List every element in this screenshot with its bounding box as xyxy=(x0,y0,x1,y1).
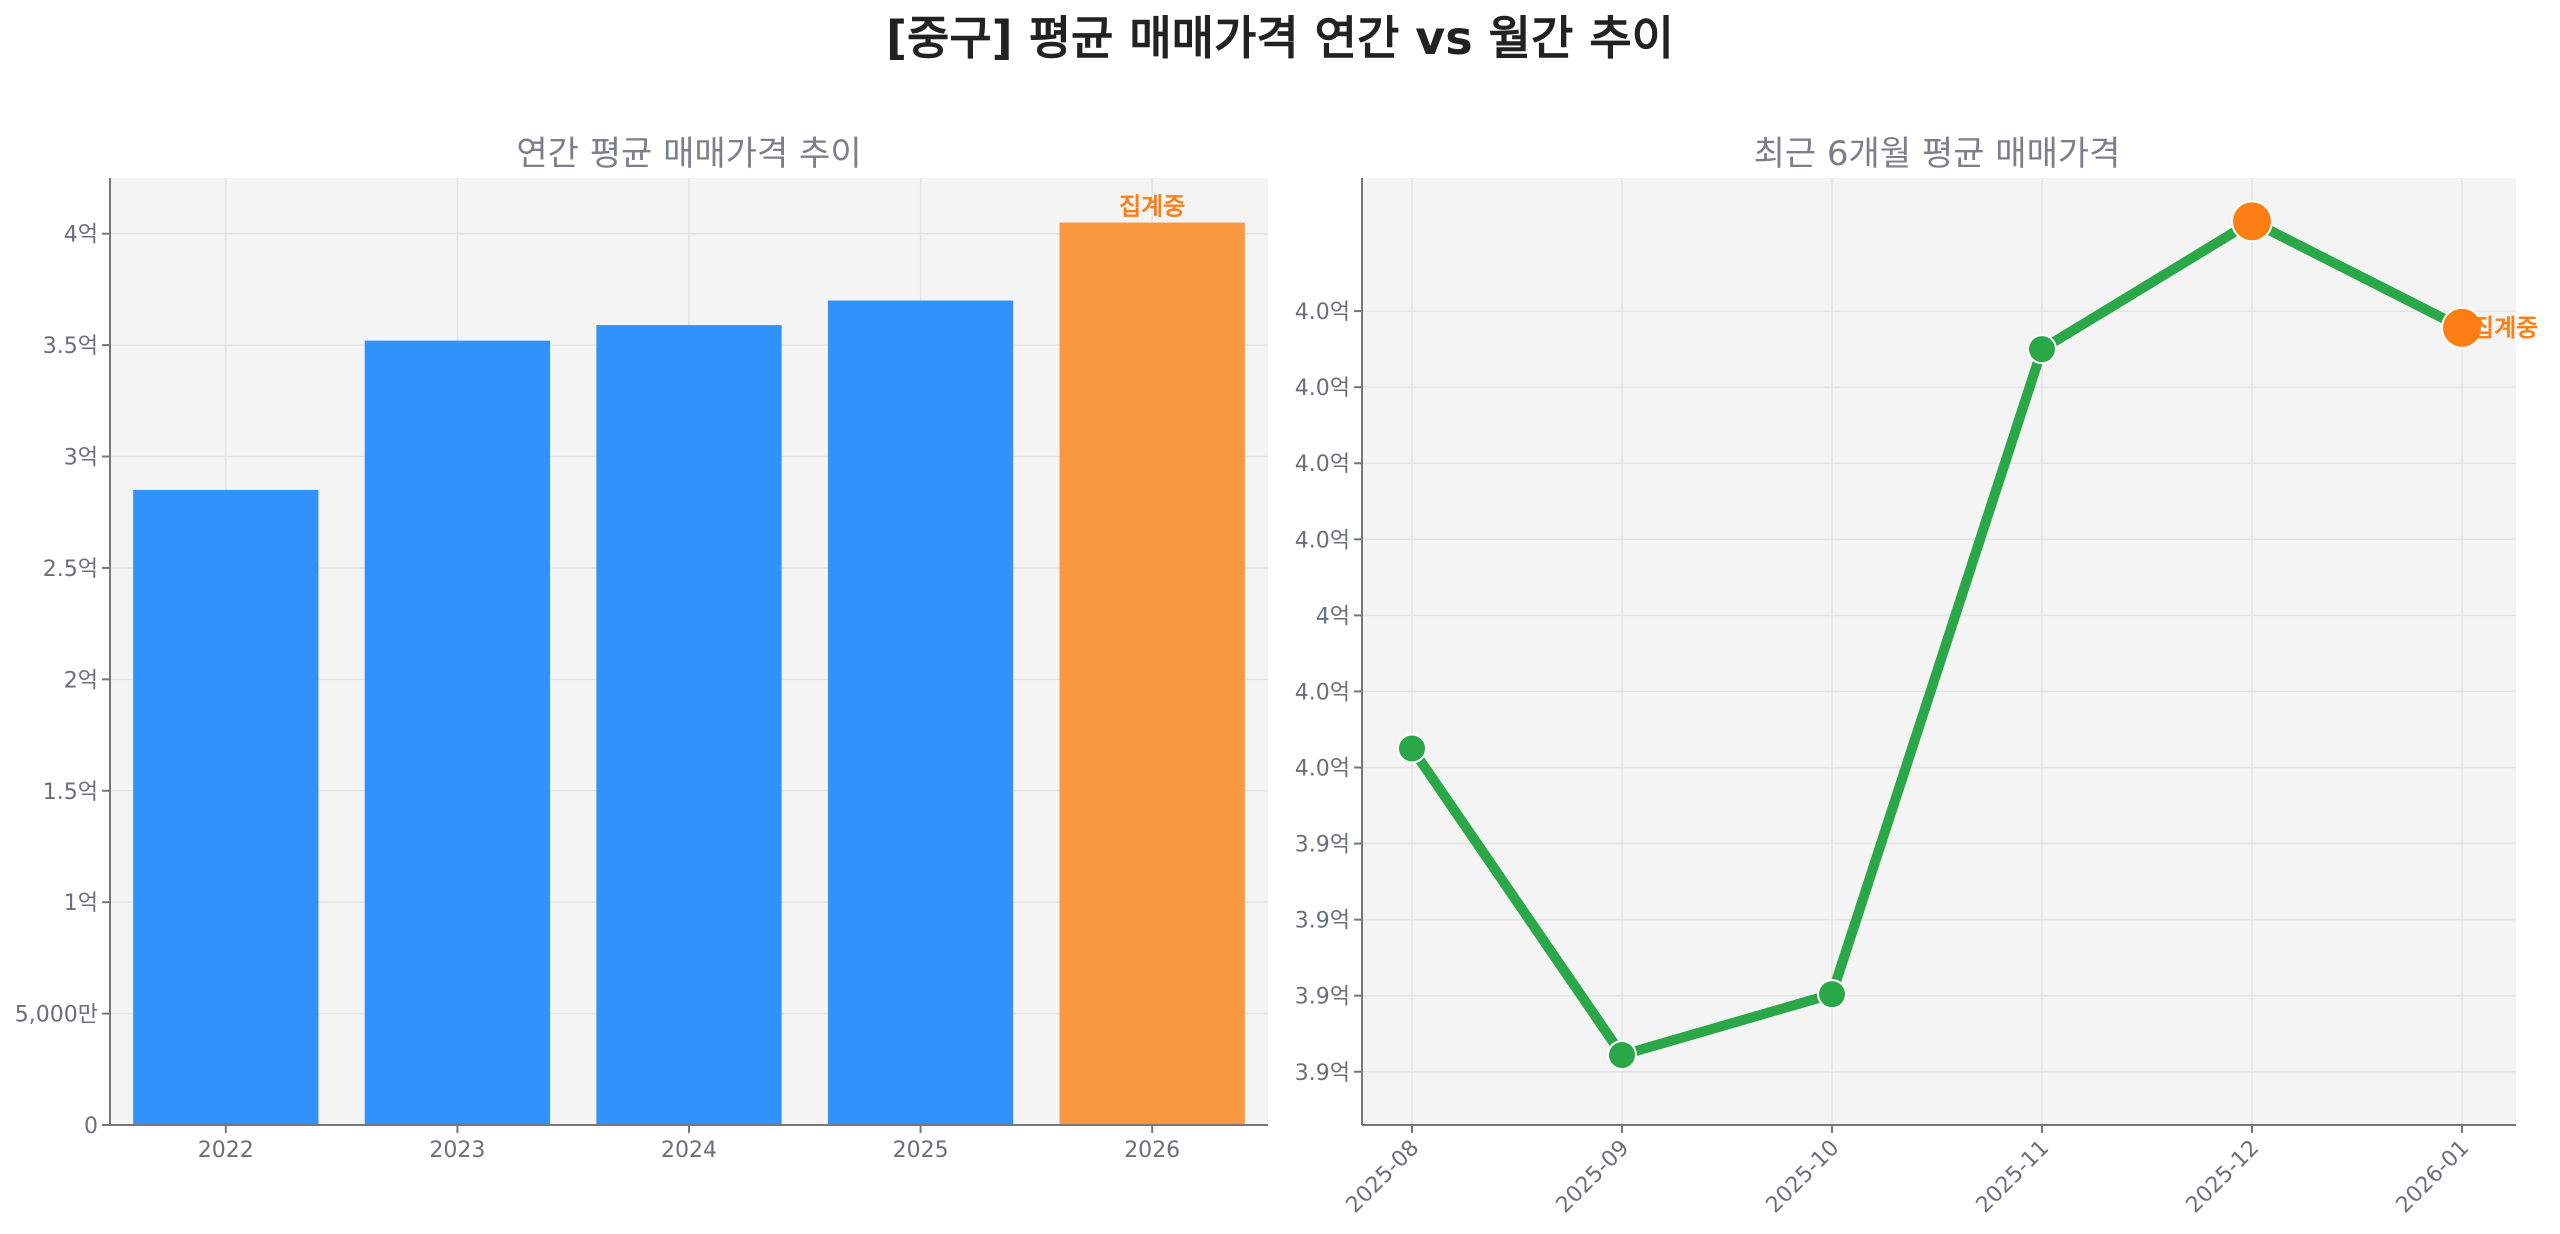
point-2026-01 xyxy=(2441,306,2483,349)
y-tick-label-10: 4.0억 xyxy=(1295,300,1350,325)
x-tick-label-4: 2026 xyxy=(1124,1138,1180,1163)
monthly-annotation-label: 집계중 xyxy=(2472,314,2538,342)
point-2025-09 xyxy=(1607,1040,1637,1071)
y-tick-label-8: 4.0억 xyxy=(1295,452,1350,477)
x-tick-label-5: 2026-01 xyxy=(2392,1136,2475,1219)
bar-2024 xyxy=(596,325,782,1125)
y-tick-label-8: 4억 xyxy=(64,223,98,248)
monthly-y-axis: 3.9억 3.9억 3.9억 3.9억 4.0억 4.0억 4억 4.0억 4.0억 4.0억 4.… xyxy=(1295,178,1363,1125)
annual-bars xyxy=(133,222,1245,1125)
y-tick-label-6: 4억 xyxy=(1316,604,1350,629)
x-tick-label-2: 2025-10 xyxy=(1762,1136,1845,1219)
y-tick-label-0: 0 xyxy=(84,1114,98,1139)
figure-title: [중구] 평균 매매가격 연간 vs 월간 추이 xyxy=(886,11,1674,65)
point-2025-11 xyxy=(2027,334,2057,365)
x-tick-label-0: 2025-08 xyxy=(1342,1136,1425,1219)
y-tick-label-4: 4.0억 xyxy=(1295,756,1350,781)
y-tick-label-1: 3.9억 xyxy=(1295,985,1350,1010)
y-tick-label-3: 3.9억 xyxy=(1295,833,1350,858)
x-tick-label-3: 2025 xyxy=(893,1138,949,1163)
monthly-x-axis: 2025-08 2025-09 2025-10 2025-11 2025-12 2026-… xyxy=(1342,1124,2516,1219)
x-tick-label-0: 2022 xyxy=(198,1138,254,1163)
monthly-line-chart: 최근 6개월 평균 매매가격 3.9억 3.9억 3.9억 3.9억 4.0억 4.0억 4… xyxy=(1295,134,2538,1219)
y-tick-label-7: 3.5억 xyxy=(43,334,98,359)
point-2025-10 xyxy=(1817,979,1847,1010)
x-tick-label-1: 2023 xyxy=(429,1138,485,1163)
y-tick-label-0: 3.9억 xyxy=(1295,1061,1350,1086)
y-tick-label-9: 4.0억 xyxy=(1295,376,1350,401)
point-2025-08 xyxy=(1397,733,1427,764)
series-line xyxy=(1407,216,2467,1061)
annual-x-axis: 2022 2023 2024 2025 2026 xyxy=(110,1124,1268,1163)
x-tick-label-4: 2025-12 xyxy=(2182,1136,2265,1219)
y-tick-label-5: 2.5억 xyxy=(43,557,98,582)
monthly-chart-title: 최근 6개월 평균 매매가격 xyxy=(1754,134,2121,174)
y-tick-label-6: 3억 xyxy=(64,446,98,471)
y-tick-label-4: 2억 xyxy=(64,668,98,693)
x-tick-label-3: 2025-11 xyxy=(1972,1136,2055,1219)
bar-2022 xyxy=(133,489,319,1125)
y-tick-label-2: 3.9억 xyxy=(1295,909,1350,934)
y-tick-label-1: 5,000만 xyxy=(15,1003,98,1028)
y-tick-label-2: 1억 xyxy=(64,891,98,916)
monthly-series xyxy=(1397,200,2483,1071)
bar-2023 xyxy=(364,340,551,1125)
x-tick-label-1: 2025-09 xyxy=(1552,1136,1635,1219)
y-tick-label-3: 1.5억 xyxy=(43,780,98,805)
bar-2025 xyxy=(827,300,1014,1125)
annual-annotation-label: 집계중 xyxy=(1119,193,1185,221)
annual-bar-chart: 연간 평균 매매가격 추이 0 5,000만 1억 1.5억 2억 2.5억 3억 3.5억 4… xyxy=(15,134,1268,1163)
annual-y-axis: 0 5,000만 1억 1.5억 2억 2.5억 3억 3.5억 4억 xyxy=(15,178,111,1139)
monthly-grid xyxy=(1362,178,2516,1125)
x-tick-label-2: 2024 xyxy=(661,1138,717,1163)
y-tick-label-5: 4.0억 xyxy=(1295,680,1350,705)
point-2025-12 xyxy=(2231,200,2273,243)
annual-chart-title: 연간 평균 매매가격 추이 xyxy=(516,134,861,174)
bar-2026 xyxy=(1059,222,1245,1125)
y-tick-label-7: 4.0억 xyxy=(1295,528,1350,553)
